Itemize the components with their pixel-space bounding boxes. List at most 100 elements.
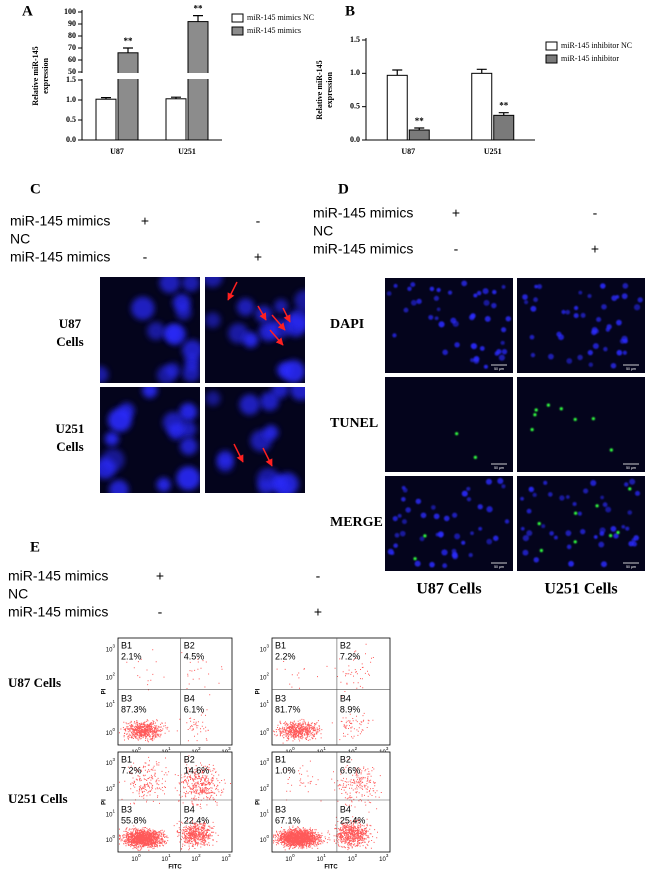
legend-label: miR-145 mimics xyxy=(247,26,301,35)
nucleus xyxy=(257,479,274,493)
nucleus xyxy=(473,358,480,364)
nucleus xyxy=(441,549,448,556)
nucleus xyxy=(600,495,604,500)
nucleus xyxy=(532,492,537,498)
treatment-label: miR-145 mimics xyxy=(8,604,108,620)
nucleus xyxy=(434,316,439,321)
tick-exponent: 0 xyxy=(112,727,115,732)
tick-exponent: 1 xyxy=(323,746,326,751)
tunel-spot xyxy=(533,413,537,417)
error-bar xyxy=(476,68,487,74)
scale-bar-label: 50 μm xyxy=(494,466,504,470)
bar xyxy=(187,21,209,141)
nucleus xyxy=(482,288,489,295)
nucleus xyxy=(387,548,394,555)
error-bar xyxy=(414,127,425,130)
nucleus xyxy=(577,354,583,361)
nucleus xyxy=(468,553,473,558)
nucleus xyxy=(410,299,417,306)
nucleus xyxy=(436,307,441,312)
nucleus xyxy=(566,495,570,499)
tick-base: 10 xyxy=(106,786,113,792)
quadrant-value: 25.4% xyxy=(340,815,366,825)
quadrant-value: 8.9% xyxy=(340,705,361,715)
nucleus xyxy=(583,488,589,494)
legend-swatch xyxy=(231,13,244,23)
nucleus xyxy=(386,291,392,296)
nucleus xyxy=(528,486,533,491)
micrograph xyxy=(517,476,645,571)
nucleus xyxy=(407,286,412,291)
error-bar xyxy=(392,69,403,76)
nucleus xyxy=(629,478,636,485)
nucleus xyxy=(566,358,573,364)
nucleus xyxy=(435,532,440,537)
nucleus xyxy=(493,535,499,541)
nucleus xyxy=(180,421,197,438)
nucleus xyxy=(484,316,491,322)
nucleus xyxy=(577,511,582,516)
y-tick-label: 101 xyxy=(260,809,270,818)
legend-swatch xyxy=(231,26,244,36)
tick-exponent: 3 xyxy=(266,757,269,762)
tick-exponent: 2 xyxy=(198,853,201,858)
scale-bar-label: 50 μm xyxy=(626,367,636,371)
nucleus xyxy=(450,317,457,324)
nucleus xyxy=(179,437,198,455)
scale-bar-label: 50 μm xyxy=(626,466,636,470)
treatment-label: miR-145 mimics xyxy=(10,213,110,229)
tunel-spot xyxy=(591,417,595,421)
bar xyxy=(408,129,430,141)
x-tick-label: 100 xyxy=(131,853,141,862)
nucleus xyxy=(451,551,458,558)
tick-exponent: 3 xyxy=(228,853,231,858)
tick-base: 10 xyxy=(260,675,267,681)
y-tick-label: 1.5 xyxy=(66,75,76,84)
row-label: TUNEL xyxy=(330,416,378,431)
tick-base: 10 xyxy=(106,731,113,737)
nucleus xyxy=(553,535,558,540)
y-tick-label: 80 xyxy=(68,31,76,40)
nucleus xyxy=(162,411,185,434)
tick-exponent: 2 xyxy=(266,672,269,677)
nucleus xyxy=(179,403,198,421)
nucleus xyxy=(529,334,535,340)
micrograph xyxy=(385,377,513,472)
panel-label: A xyxy=(22,3,33,19)
tick-exponent: 0 xyxy=(266,834,269,839)
nucleus xyxy=(600,283,606,289)
nucleus xyxy=(637,297,643,303)
bar xyxy=(493,114,515,141)
nucleus xyxy=(485,478,492,485)
y-tick-label: 0.0 xyxy=(350,135,360,144)
treatment-sign: + xyxy=(452,205,460,221)
error-bar xyxy=(101,97,111,100)
nucleus xyxy=(601,304,607,310)
nucleus xyxy=(442,563,448,569)
tick-base: 10 xyxy=(260,761,267,767)
row-label: U87 Cells xyxy=(8,675,61,690)
bar xyxy=(165,98,187,141)
tick-exponent: 2 xyxy=(112,783,115,788)
y-tick-label: 101 xyxy=(106,809,116,818)
nucleus xyxy=(598,541,605,548)
nucleus xyxy=(635,490,640,496)
x-axis-label: FITC xyxy=(324,865,338,871)
event-cloud xyxy=(273,758,382,851)
significance-label: ** xyxy=(415,116,425,126)
y-tick-label: 0.5 xyxy=(350,101,360,110)
row-label: Cells xyxy=(56,334,83,349)
nucleus xyxy=(268,318,290,340)
nucleus xyxy=(486,506,493,513)
nucleus xyxy=(420,512,427,519)
y-tick-label: 102 xyxy=(106,672,116,681)
nucleus xyxy=(497,477,504,485)
tick-base: 10 xyxy=(260,731,267,737)
y-tick-label: 60 xyxy=(68,55,76,64)
nucleus xyxy=(452,512,458,518)
y-tick-label: 103 xyxy=(106,757,116,766)
nucleus xyxy=(403,307,409,313)
nucleus xyxy=(405,507,411,513)
tick-exponent: 1 xyxy=(112,699,115,704)
